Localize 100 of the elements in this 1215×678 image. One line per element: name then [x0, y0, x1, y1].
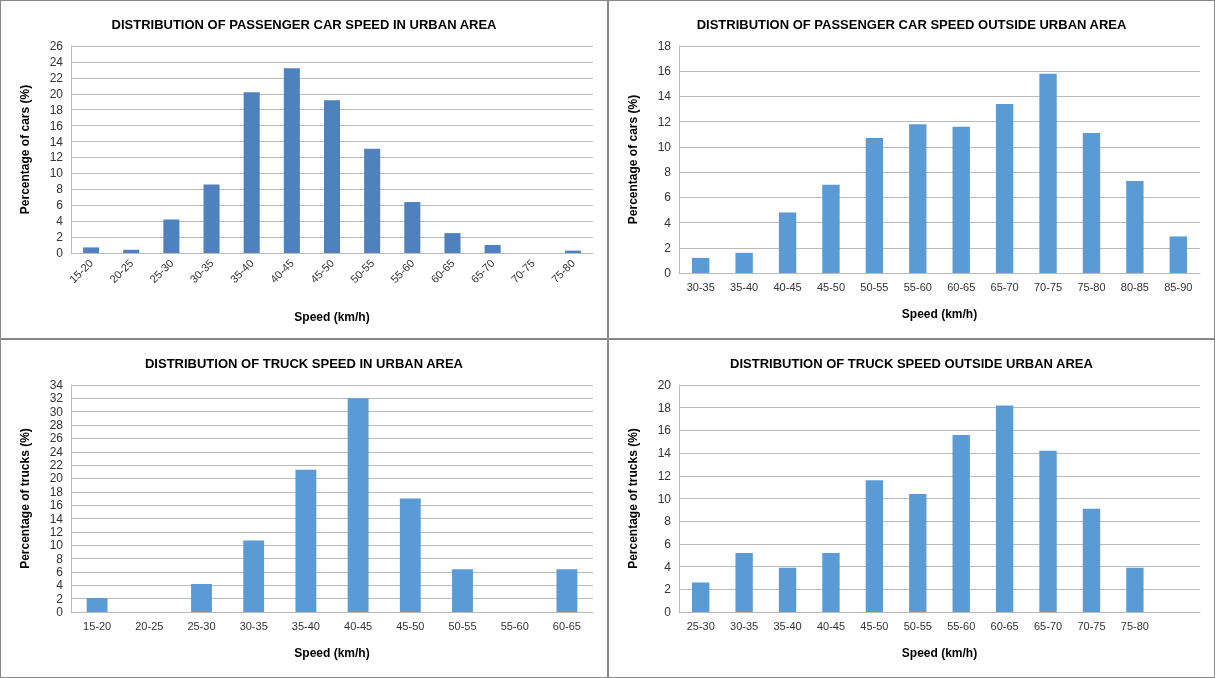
y-tick-label: 8 — [664, 514, 672, 529]
y-tick-label: 22 — [49, 458, 64, 473]
y-tick-label: 2 — [56, 230, 64, 245]
y-tick-label: 26 — [49, 39, 64, 53]
y-tick-label: 18 — [49, 102, 64, 117]
bar — [692, 582, 710, 612]
y-tick-label: 12 — [657, 468, 672, 483]
y-tick-label: 20 — [49, 471, 64, 486]
chart-title: DISTRIBUTION OF TRUCK SPEED IN URBAN AREA — [144, 356, 464, 371]
y-tick-label: 6 — [664, 190, 672, 205]
y-tick-label: 16 — [657, 423, 672, 438]
x-tick-label: 70-75 — [1033, 280, 1063, 293]
y-tick-label: 10 — [657, 139, 672, 154]
x-tick-label: 60-65 — [947, 280, 976, 293]
y-tick-label: 18 — [657, 400, 672, 415]
y-tick-label: 28 — [49, 418, 64, 433]
bar — [735, 252, 753, 273]
x-tick-label: 70-75 — [1077, 619, 1106, 632]
y-tick-label: 18 — [657, 39, 672, 53]
x-axis-title: Speed (km/h) — [294, 646, 370, 660]
y-tick-label: 12 — [49, 524, 64, 539]
x-tick-label: 50-55 — [448, 619, 477, 632]
x-tick-label: 80-85 — [1120, 280, 1149, 293]
y-tick-label: 8 — [56, 551, 64, 566]
y-tick-label: 24 — [49, 54, 64, 69]
bar — [1126, 180, 1144, 273]
y-tick-label: 14 — [657, 446, 672, 461]
y-tick-label: 8 — [664, 165, 672, 180]
bar — [83, 247, 100, 253]
y-tick-label: 14 — [657, 89, 672, 104]
y-axis-title: Percentage of cars (%) — [18, 84, 32, 215]
y-tick-label: 4 — [664, 559, 672, 574]
y-axis-title: Percentage of trucks (%) — [626, 428, 640, 569]
y-tick-label: 14 — [49, 511, 64, 526]
bar — [404, 202, 421, 253]
bar — [191, 583, 212, 612]
y-tick-label: 2 — [664, 582, 672, 597]
y-tick-label: 0 — [56, 246, 64, 260]
x-tick-label: 35-40 — [291, 619, 320, 632]
bar — [822, 184, 840, 273]
x-tick-label: 30-35 — [686, 280, 715, 293]
x-tick-label: 60-65 — [552, 619, 581, 632]
x-axis-title: Speed (km/h) — [901, 307, 978, 321]
chart-title: DISTRIBUTION OF PASSENGER CAR SPEED IN URBAN AREA — [111, 17, 498, 32]
y-tick-label: 16 — [49, 498, 64, 513]
x-tick-label: 55-60 — [903, 280, 932, 293]
bar — [556, 569, 578, 612]
bar — [347, 398, 369, 612]
y-tick-label: 30 — [49, 404, 64, 419]
bar — [323, 100, 341, 253]
x-tick-label: 40-45 — [773, 280, 802, 293]
y-tick-label: 20 — [49, 86, 64, 101]
x-axis-title: Speed (km/h) — [294, 310, 370, 324]
x-tick-label: 65-70 — [990, 280, 1019, 293]
y-tick-label: 4 — [56, 578, 64, 593]
x-tick-label: 20-25 — [135, 619, 164, 632]
bar — [283, 68, 300, 253]
chart-title: DISTRIBUTION OF TRUCK SPEED OUTSIDE URBAN AREA — [730, 356, 1094, 371]
bar — [295, 469, 317, 612]
y-tick-label: 2 — [56, 591, 64, 606]
y-tick-label: 16 — [49, 118, 64, 133]
chart-title: DISTRIBUTION OF PASSENGER CAR SPEED OUTSIDE URBAN AREA — [696, 17, 1127, 32]
bar — [243, 92, 260, 253]
x-tick-label: 35-40 — [773, 619, 802, 632]
x-tick-label: 40-45 — [816, 619, 846, 632]
x-tick-label: 30-35 — [730, 619, 759, 632]
x-tick-label: 45-50 — [860, 619, 889, 632]
bar — [86, 597, 108, 612]
x-axis-title: Speed (km/h) — [901, 646, 978, 660]
bar — [995, 104, 1014, 273]
x-tick-label: 25-30 — [187, 619, 216, 632]
bar — [995, 405, 1014, 612]
bar — [909, 493, 927, 612]
bar — [1039, 450, 1057, 612]
x-tick-label: 40-45 — [344, 619, 373, 632]
y-tick-label: 34 — [49, 378, 64, 392]
x-tick-label: 45-50 — [396, 619, 425, 632]
bar — [203, 184, 220, 253]
y-tick-label: 6 — [56, 564, 64, 579]
x-tick-label: 55-60 — [500, 619, 529, 632]
bar — [865, 480, 884, 612]
bar — [243, 540, 265, 612]
x-tick-label: 15-20 — [83, 619, 112, 632]
y-tick-label: 0 — [56, 605, 64, 619]
bar — [778, 567, 797, 612]
y-tick-label: 0 — [664, 266, 672, 280]
x-tick-label: 25-30 — [686, 619, 715, 632]
y-tick-label: 10 — [49, 538, 64, 553]
bar — [909, 124, 927, 273]
y-tick-label: 6 — [664, 536, 672, 551]
y-tick-label: 2 — [664, 240, 672, 255]
x-tick-label: 85-90 — [1164, 280, 1193, 293]
y-tick-label: 10 — [657, 491, 672, 506]
y-tick-label: 8 — [56, 182, 64, 197]
bar — [1039, 73, 1057, 273]
x-tick-label: 65-70 — [1033, 619, 1063, 632]
bar — [822, 552, 840, 612]
y-tick-label: 0 — [664, 605, 672, 619]
x-tick-label: 60-65 — [990, 619, 1019, 632]
bar — [735, 552, 753, 612]
